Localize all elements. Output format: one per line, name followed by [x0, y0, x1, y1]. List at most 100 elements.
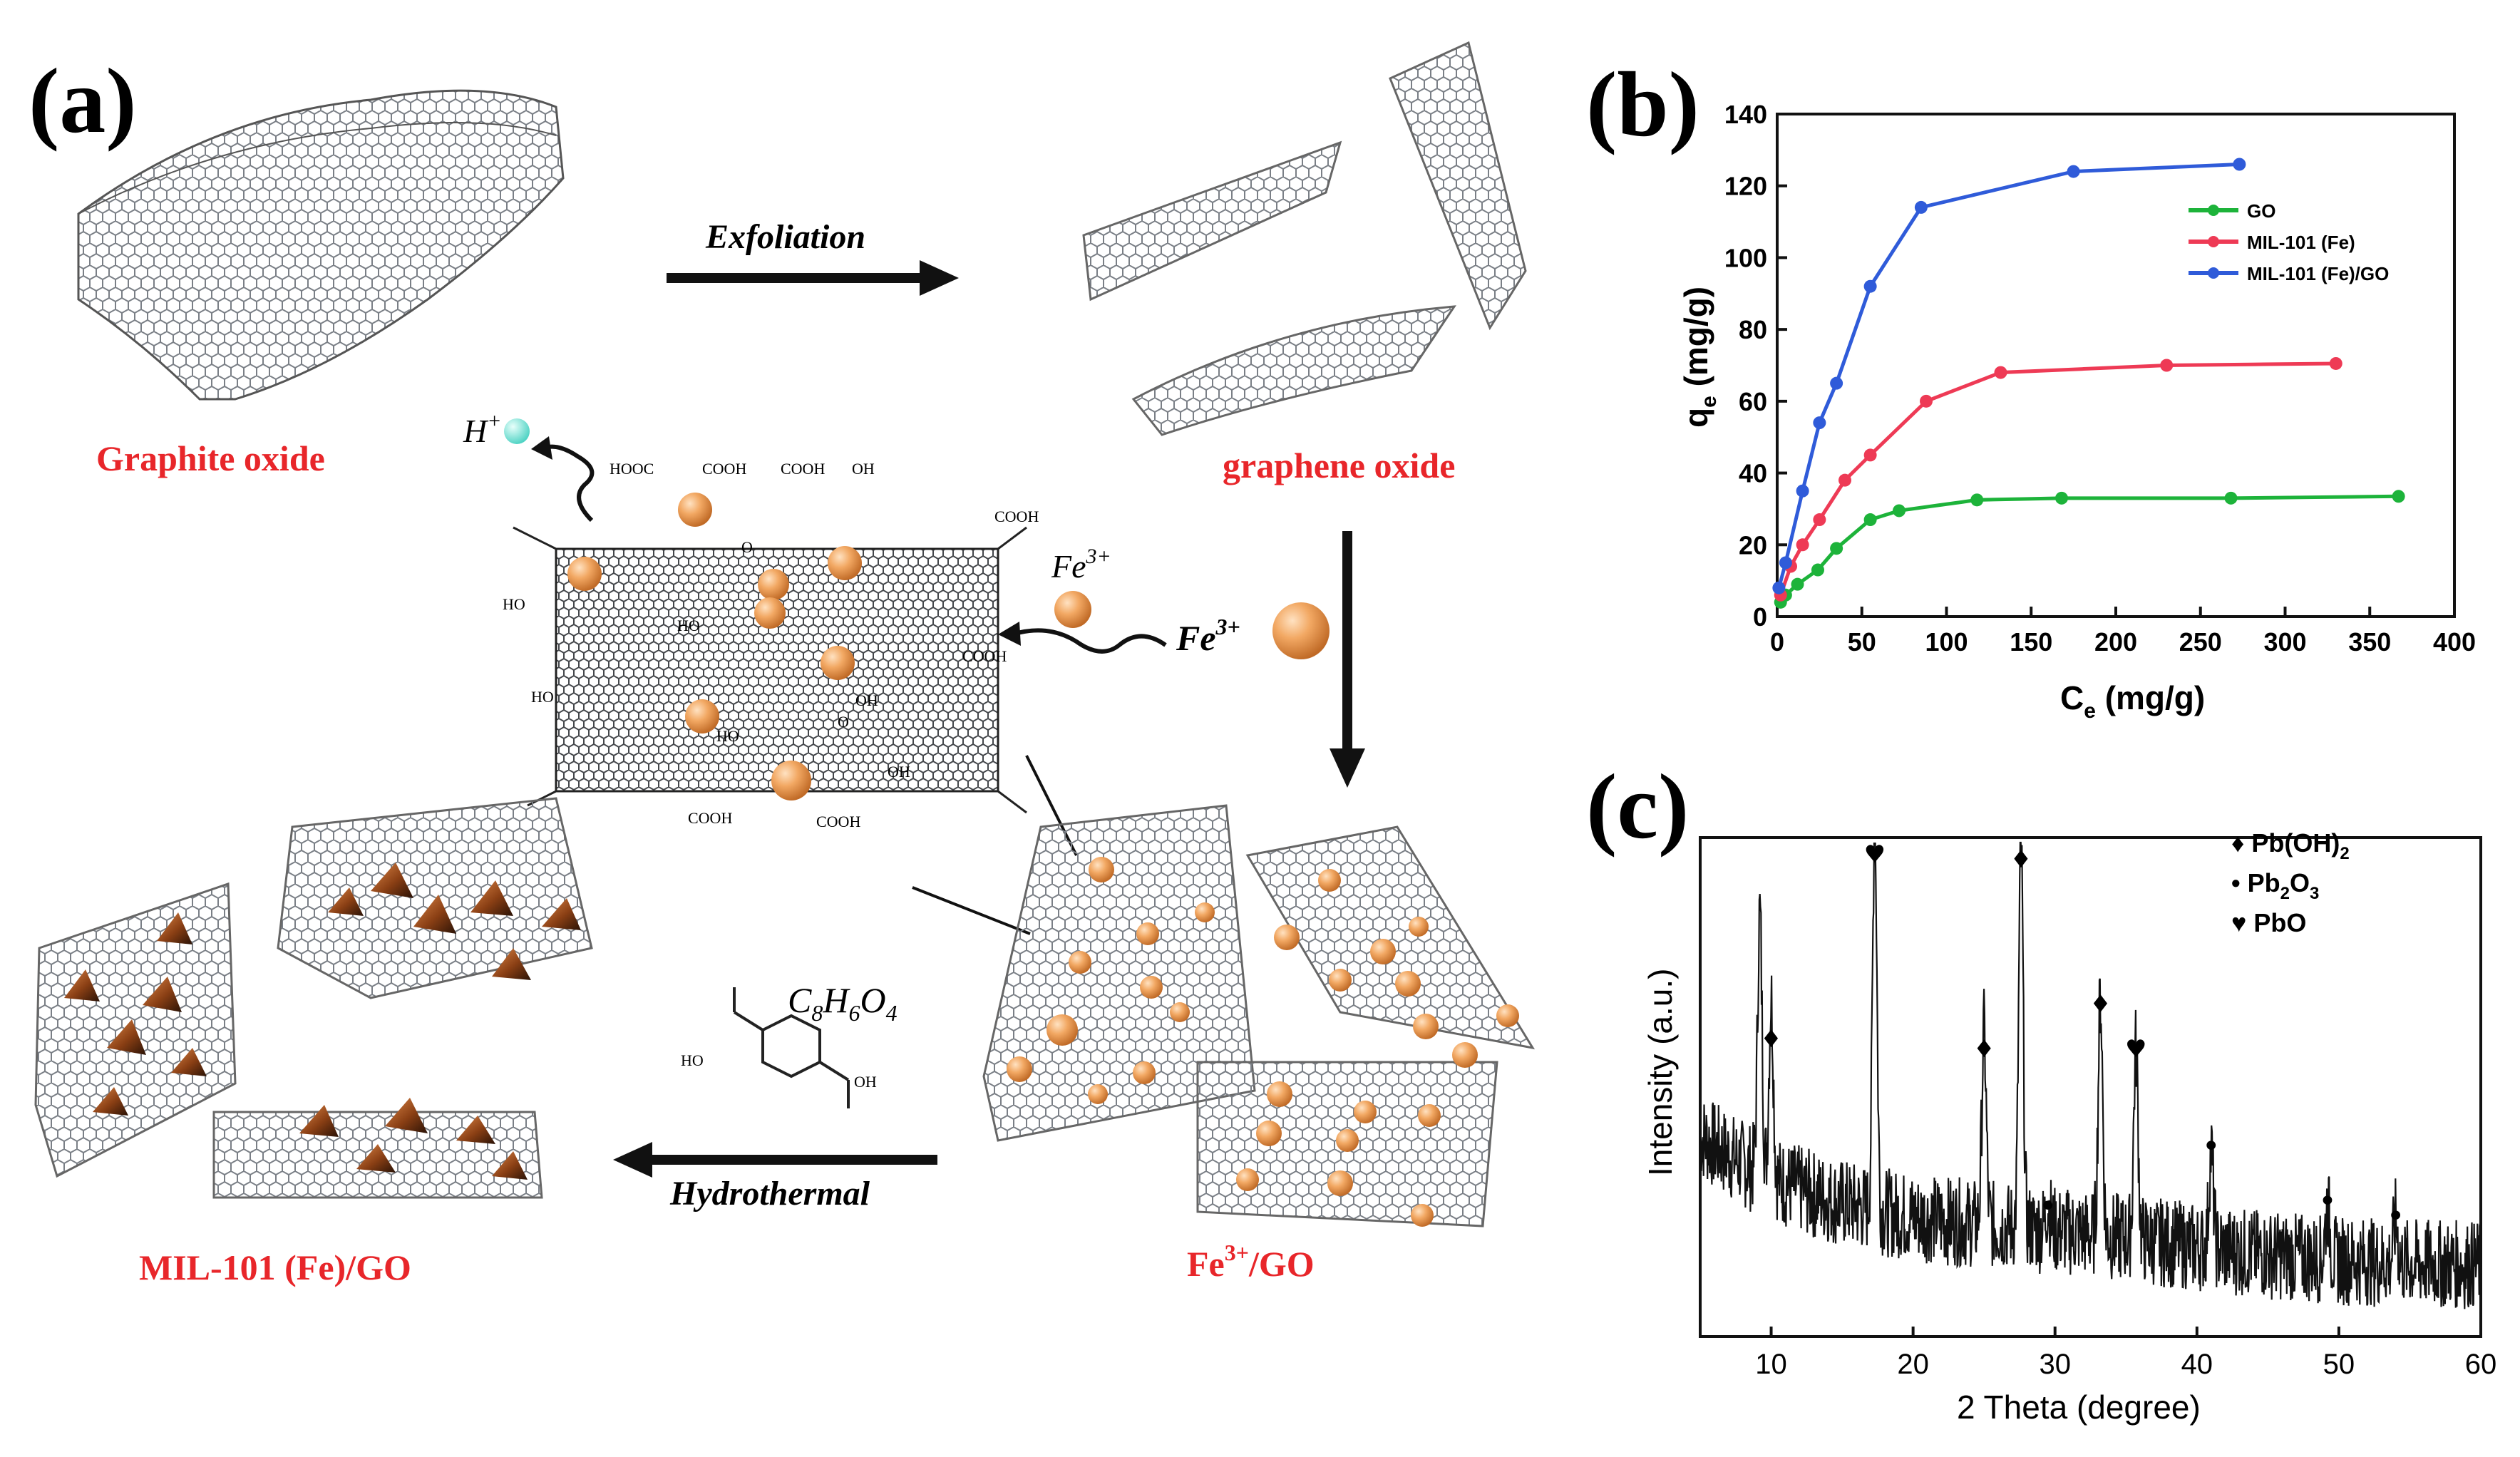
mol-label-8: HO [531, 688, 554, 706]
panel-c: (c) 10 20 30 40 50 60 ♦♥♦♦•♦♥•• • ♦ Pb(OH)2• P… [1586, 756, 2496, 1426]
fe-ion-small-sup: 3+ [1086, 545, 1111, 568]
h-ion-sup: + [487, 409, 501, 433]
c-peak-marker: ♦ [1973, 1035, 1995, 1064]
b-legend-dot [2208, 236, 2219, 247]
mol-label-6: COOH [962, 647, 1007, 665]
panel-b-y-ticks: 0 20 40 60 80 100 120 140 [1724, 100, 1787, 632]
panel-b-ylabel-rest: (mg/g) [1677, 287, 1714, 396]
c-peak-marker: • [2387, 1198, 2405, 1235]
linker-c: C [788, 980, 812, 1020]
b-ytick-label: 40 [1739, 459, 1767, 488]
b-series-point-0 [1863, 513, 1877, 527]
c-legend-base: Pb [2248, 868, 2280, 897]
exfoliation-label: Exfoliation [705, 218, 865, 256]
c-legend-symbol: • [2231, 868, 2248, 897]
c-legend-sub: 2 [2340, 844, 2349, 863]
panel-b-xlabel-base: C [2060, 679, 2084, 716]
panel-c-axes: 10 20 30 40 50 60 [1699, 836, 2497, 1380]
b-legend-dot [2208, 205, 2219, 216]
b-series-point-0 [2055, 491, 2068, 505]
c-legend-entry: • Pb2O3 [2231, 868, 2319, 903]
mol-label-1: HOOC [610, 460, 654, 478]
c-xtick-label: 60 [2465, 1349, 2497, 1380]
c-legend-entry: ♦ Pb(OH)2 [2231, 828, 2350, 863]
b-series-point-1 [1920, 394, 1933, 408]
b-legend-dot [2208, 267, 2219, 279]
panel-c-markers: ♦ ♥ ♦ ♦ • ♦ ♥ • • • [1760, 840, 2405, 1235]
fe-go-label: Fe3+/GO [1187, 1240, 1315, 1284]
linker-molecule: HO OH [681, 987, 877, 1108]
c-legend-sub2: 3 [2310, 884, 2319, 903]
linker-c-sub: 8 [811, 1000, 823, 1026]
panel-b-legend: GO MIL-101 (Fe) MIL-101 (Fe)/GO [2189, 200, 2389, 284]
c-peak-marker: ♦ [2010, 845, 2032, 874]
b-ytick-label: 20 [1739, 530, 1767, 560]
mol-label-7: HO [503, 595, 525, 613]
b-series-point-0 [1791, 577, 1804, 591]
panel-b-series [1772, 158, 2405, 609]
panel-c-legend: ♦ Pb(OH)2 • Pb2O3 ♥ PbO [2231, 828, 2350, 937]
panel-b-ylabel-sub: e [1697, 396, 1721, 408]
c-xtick-label: 10 [1755, 1349, 1787, 1380]
panel-b-xlabel-rest: (mg/g) [2096, 679, 2205, 716]
c-peak-marker: ♥ [1864, 840, 1886, 869]
panel-a: (a) Graphite oxide Exfoliation graphene … [29, 41, 1536, 1287]
fe-ion-large-base: Fe [1176, 618, 1216, 658]
hydrothermal-label: Hydrothermal [669, 1175, 870, 1213]
panel-c-xlabel: 2 Theta (degree) [1957, 1389, 2201, 1426]
c-peak-marker: • [2202, 1128, 2221, 1165]
b-series-point-0 [1970, 493, 1984, 507]
linker-h: H [822, 980, 850, 1020]
b-ytick-label: 120 [1724, 172, 1767, 201]
c-peak-marker: • [2318, 1183, 2337, 1220]
linker-formula: C8H6O4 [788, 980, 898, 1026]
graphene-oxide-sheets [1082, 41, 1527, 436]
b-series-point-1 [1863, 448, 1877, 462]
c-legend-base: Pb(OH) [2251, 828, 2340, 858]
b-series-point-1 [1796, 538, 1809, 552]
b-xtick-label: 50 [1848, 627, 1876, 657]
mol-label-9: OH [888, 763, 910, 781]
mol-label-2: COOH [702, 460, 746, 478]
mil-go-label: MIL-101 (Fe)/GO [139, 1247, 411, 1287]
mol-label-13: HO [716, 727, 739, 745]
b-xtick-label: 250 [2179, 627, 2222, 657]
c-xtick-label: 30 [2039, 1349, 2071, 1380]
fe-ion-large-sup: 3+ [1215, 614, 1240, 639]
panel-b-plot-area [1776, 113, 2456, 618]
c-xtick-label: 40 [2181, 1349, 2213, 1380]
b-series-point-2 [1779, 556, 1792, 570]
c-xtick-label: 20 [1897, 1349, 1929, 1380]
mol-label-3: COOH [781, 460, 825, 478]
panel-c-trace [1699, 841, 2482, 1309]
fe-go-label-sup: 3+ [1225, 1240, 1249, 1265]
b-series-point-2 [1863, 279, 1877, 293]
panel-b-ylabel: qe (mg/g) [1677, 287, 1721, 428]
mil-go-sheets [34, 797, 593, 1199]
c-legend-symbol: ♦ [2231, 828, 2251, 858]
b-series-point-0 [2392, 490, 2405, 503]
b-legend-label: GO [2247, 200, 2275, 222]
c-plot-frame [1699, 836, 2482, 1338]
c-legend-entry: ♥ PbO [2231, 908, 2306, 937]
c-peak-marker: ♦ [1760, 1025, 1781, 1054]
h-ion: H+ [463, 409, 595, 522]
svg-text:HO: HO [681, 1051, 704, 1069]
h-ion-base: H [463, 413, 489, 449]
b-legend-label: MIL-101 (Fe) [2247, 232, 2355, 253]
fe-ion-small-base: Fe [1051, 548, 1086, 585]
go-molecule: HOOC COOH COOH OH COOH COOH HO HO OH COO… [503, 460, 1039, 830]
fe-go-label-rest: /GO [1248, 1244, 1315, 1284]
b-xtick-label: 300 [2263, 627, 2306, 657]
c-xtick-label: 50 [2323, 1349, 2355, 1380]
b-series-point-2 [2233, 158, 2246, 171]
panel-b-xlabel: Ce (mg/g) [2060, 679, 2205, 723]
b-ytick-label: 80 [1739, 315, 1767, 344]
b-xtick-label: 350 [2348, 627, 2391, 657]
mol-label-16: OH [855, 691, 878, 709]
linker-h-sub: 6 [848, 1000, 860, 1026]
b-ytick-label: 100 [1724, 243, 1767, 272]
mol-label-10: COOH [688, 809, 732, 827]
b-series-point-0 [1893, 504, 1906, 518]
b-ytick-label: 60 [1739, 387, 1767, 416]
